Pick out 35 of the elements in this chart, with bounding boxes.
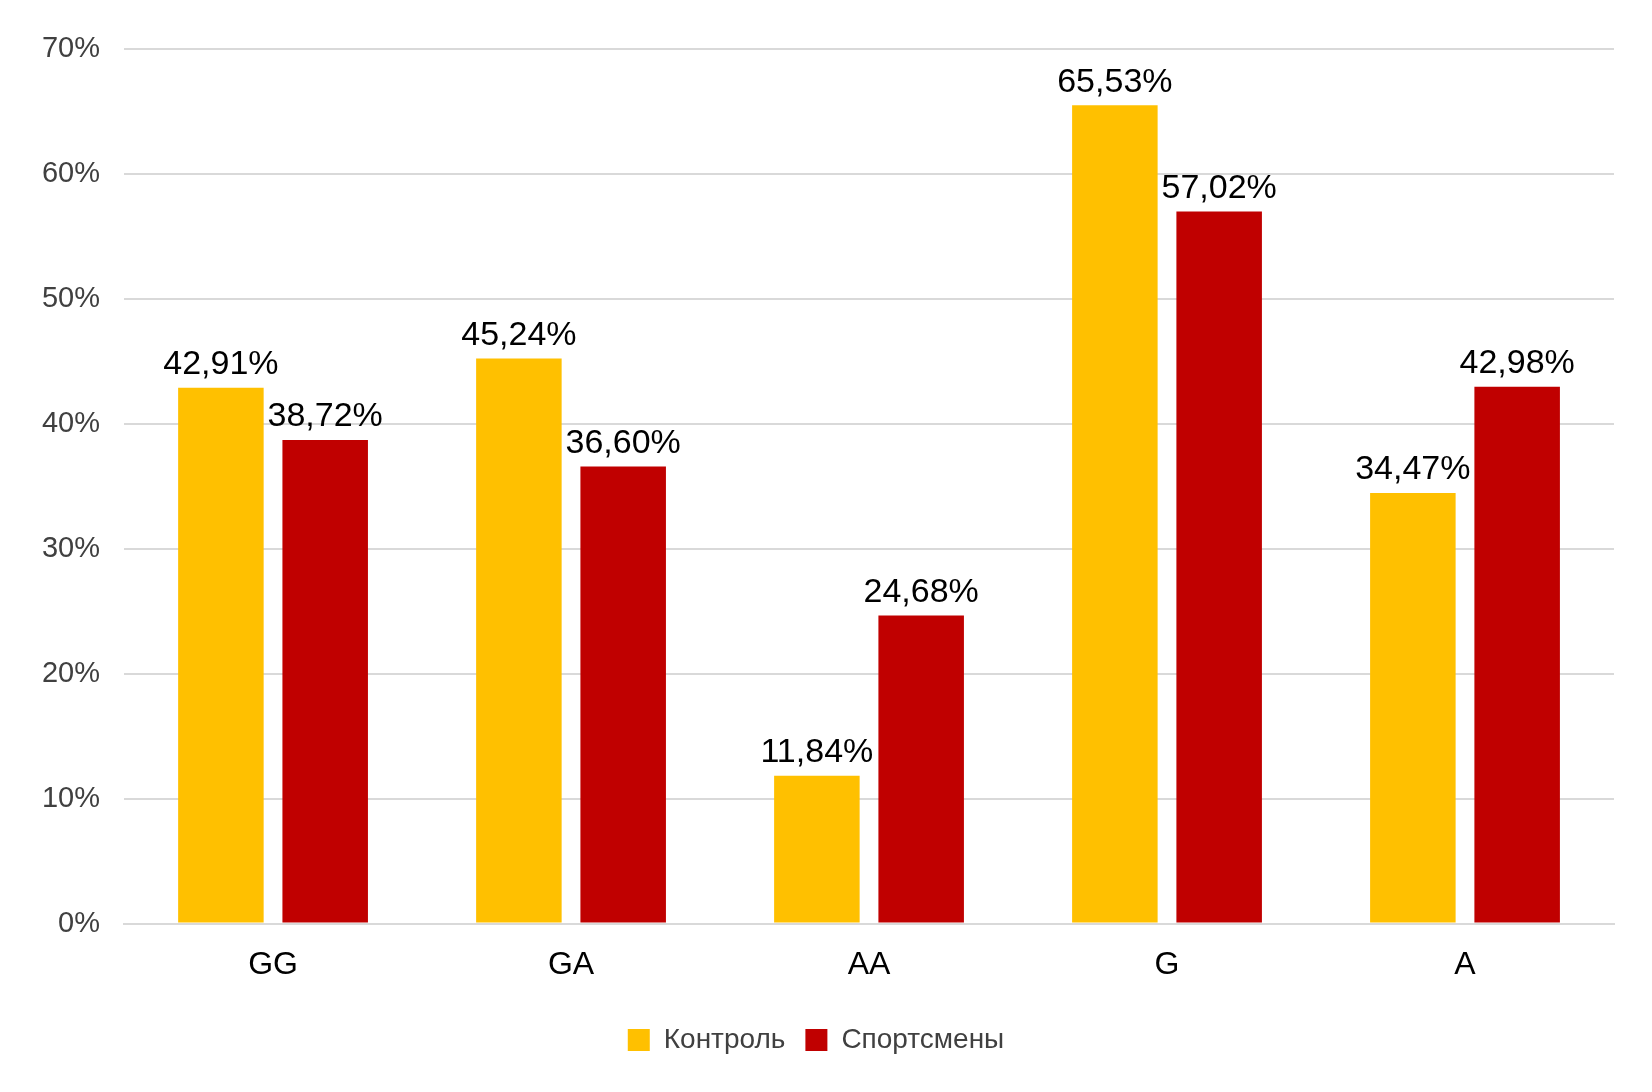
bar: [1370, 493, 1456, 923]
data-label: 11,84%: [760, 731, 874, 770]
y-tick-label: 20%: [42, 655, 101, 688]
bar: [580, 466, 666, 923]
y-tick-label: 60%: [42, 156, 101, 189]
legend-label: Контроль: [663, 1022, 786, 1054]
bar: [476, 358, 562, 923]
data-label: 45,24%: [461, 313, 577, 352]
bar: [1474, 386, 1560, 923]
x-tick-label: AA: [847, 944, 892, 981]
legend-label: Спортсмены: [841, 1022, 1005, 1054]
bar: [282, 440, 368, 923]
x-tick-label: G: [1154, 944, 1180, 981]
x-tick-label: A: [1454, 944, 1477, 981]
y-tick-label: 30%: [42, 530, 101, 563]
x-tick-label: GA: [547, 944, 595, 981]
data-label: 38,72%: [267, 395, 383, 434]
y-tick-label: 10%: [42, 780, 101, 813]
bar: [178, 387, 264, 923]
bar: [774, 775, 860, 923]
bar: [1072, 105, 1158, 923]
data-label: 36,60%: [565, 421, 681, 460]
data-label: 34,47%: [1355, 448, 1471, 487]
bar: [878, 615, 964, 923]
data-label: 65,53%: [1057, 60, 1173, 99]
y-tick-label: 0%: [58, 905, 101, 938]
bar: [1176, 211, 1262, 923]
data-label: 42,98%: [1459, 342, 1575, 381]
x-tick-label: GG: [248, 944, 298, 981]
y-tick-label: 50%: [42, 281, 101, 314]
data-label: 57,02%: [1161, 166, 1277, 205]
data-label: 24,68%: [863, 570, 979, 609]
data-label: 42,91%: [163, 343, 279, 382]
y-tick-label: 70%: [42, 31, 101, 64]
y-tick-label: 40%: [42, 406, 101, 439]
